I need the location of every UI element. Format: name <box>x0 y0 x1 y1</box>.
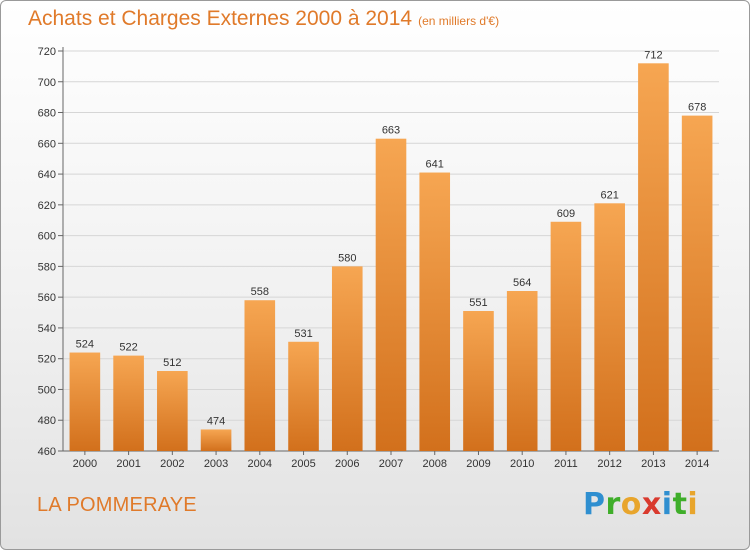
x-tick-label: 2014 <box>685 458 709 470</box>
value-label: 663 <box>382 125 400 137</box>
x-tick-label: 2004 <box>248 458 272 470</box>
value-label: 531 <box>294 328 312 340</box>
y-tick-label: 540 <box>38 323 56 335</box>
y-tick-labels: 460 480 500 520 540 560 580 600 620 640 660 680 700 7… <box>38 46 56 458</box>
x-tick-label: 2012 <box>597 458 621 470</box>
chart-title: Achats et Charges Externes 2000 à 2014 (e… <box>28 7 499 31</box>
x-tick-label: 2010 <box>510 458 534 470</box>
proxiti-logo: Proxiti <box>583 487 698 522</box>
bar-2004 <box>244 300 276 451</box>
chart-subtitle: (en milliers d'€) <box>418 14 500 28</box>
logo-letter: i <box>661 487 673 522</box>
value-label: 558 <box>251 286 269 298</box>
bar-2000 <box>69 352 101 451</box>
y-tick-label: 700 <box>38 77 56 89</box>
x-tick-label: 2000 <box>73 458 97 470</box>
bar-2003 <box>200 429 232 451</box>
chart-title-text: Achats et Charges Externes 2000 à 2014 <box>28 7 413 30</box>
bar-2005 <box>288 341 319 451</box>
x-tick-labels: 2000 2001 2002 2003 2004 2005 2006 2007 2008 2009… <box>73 458 710 470</box>
value-label: 564 <box>513 277 531 289</box>
y-tick-label: 620 <box>38 200 56 212</box>
value-label: 712 <box>644 49 662 61</box>
value-label: 551 <box>469 297 487 309</box>
x-tick-label: 2007 <box>379 458 403 470</box>
y-tick-label: 600 <box>38 231 56 243</box>
x-tick-label: 2002 <box>160 458 184 470</box>
value-label: 609 <box>557 208 575 220</box>
bar-2007 <box>375 138 407 451</box>
y-tick-label: 720 <box>38 46 56 58</box>
bar-2014 <box>681 115 713 451</box>
bar-2010 <box>506 291 538 451</box>
logo-letter: r <box>605 487 621 522</box>
y-tick-label: 580 <box>38 261 56 273</box>
x-tick-label: 2003 <box>204 458 228 470</box>
y-tick-label: 680 <box>38 108 56 120</box>
x-tick-label: 2008 <box>422 458 446 470</box>
bar-2002 <box>157 371 188 451</box>
y-tick-label: 460 <box>38 446 56 458</box>
bar-2006 <box>331 266 363 451</box>
y-tick-label: 640 <box>38 169 56 181</box>
logo-letter: o <box>620 487 642 522</box>
y-tick-label: 520 <box>38 354 56 366</box>
value-label: 474 <box>207 415 225 427</box>
logo-letter: t <box>672 487 688 522</box>
y-tick-label: 560 <box>38 292 56 304</box>
value-label: 621 <box>600 189 618 201</box>
bars <box>69 63 713 452</box>
y-tick-label: 660 <box>38 138 56 150</box>
x-tick-label: 2005 <box>291 458 315 470</box>
value-label: 580 <box>338 252 356 264</box>
value-labels: 524 522 512 474 558 531 580 663 641 551 564 609 621 7… <box>76 49 707 427</box>
logo-letter: x <box>641 487 662 522</box>
x-tick-label: 2011 <box>554 458 578 470</box>
bar-2013 <box>638 63 669 452</box>
logo-letter: i <box>687 487 699 522</box>
bar-2008 <box>419 172 451 452</box>
bar-2001 <box>113 355 144 451</box>
value-label: 641 <box>426 159 444 171</box>
bar-2012 <box>594 203 625 451</box>
city-name: LA POMMERAYE <box>37 494 197 516</box>
value-label: 512 <box>163 357 181 369</box>
x-tick-label: 2006 <box>335 458 359 470</box>
bar-2011 <box>550 221 582 451</box>
value-label: 524 <box>76 339 94 351</box>
x-tick-label: 2009 <box>466 458 490 470</box>
value-label: 522 <box>119 342 137 354</box>
y-tick-label: 480 <box>38 415 56 427</box>
value-label: 678 <box>688 102 706 114</box>
bar-2009 <box>463 311 494 451</box>
x-tick-label: 2013 <box>641 458 665 470</box>
logo-letter: P <box>583 487 606 522</box>
y-tick-label: 500 <box>38 384 56 396</box>
x-tick-label: 2001 <box>116 458 140 470</box>
